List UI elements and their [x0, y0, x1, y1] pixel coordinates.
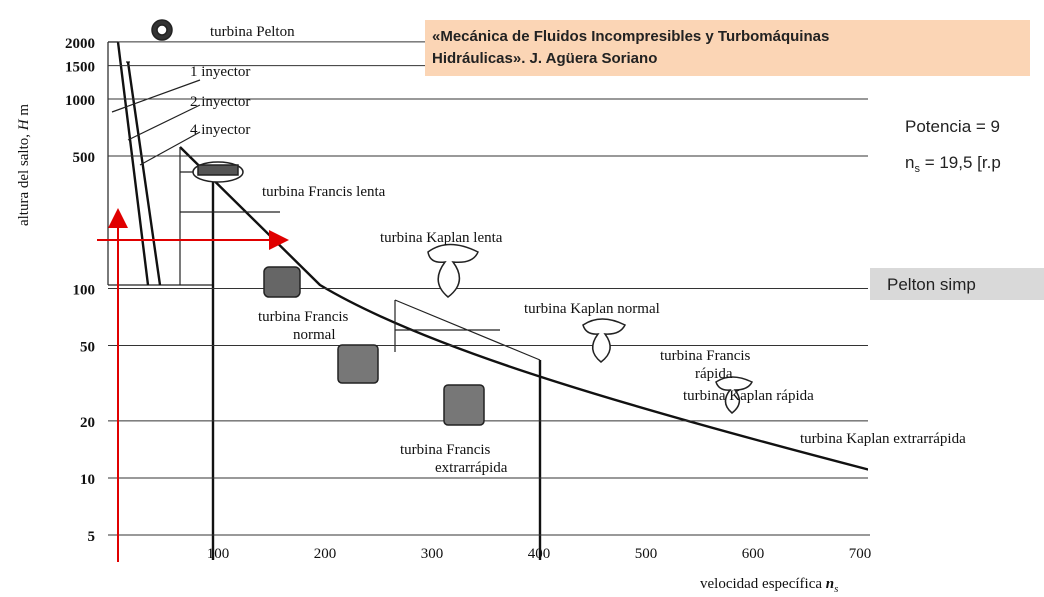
y-unit: m: [16, 104, 32, 116]
y-tick-label: 1000: [65, 93, 95, 109]
y-tick-label: 50: [80, 340, 95, 356]
x-sub: s: [834, 583, 838, 595]
turbine-label: 1 inyector: [190, 64, 250, 80]
power-text: Potencia = 9: [905, 117, 1000, 136]
diagram-lines: [108, 42, 870, 560]
header-title: «Mecánica de Fluidos Incompresibles y Tu…: [432, 28, 829, 45]
turbine-label: 2 inyector: [190, 94, 250, 110]
turbine-label: turbina Francis: [660, 348, 751, 364]
y-tick-label: 2000: [65, 36, 95, 52]
y-label: altura del salto,: [16, 134, 32, 226]
x-tick-label: 700: [849, 546, 872, 562]
result-text: Pelton simp: [887, 275, 976, 294]
y-tick-label: 1500: [65, 60, 95, 76]
header-title: Hidráulicas». J. Agüera Soriano: [432, 50, 657, 67]
x-tick-label: 500: [635, 546, 658, 562]
y-tick-label: 100: [73, 282, 96, 298]
turbine-label: turbina Francis: [258, 309, 349, 325]
y-tick-label: 20: [80, 415, 95, 431]
x-tick-label: 200: [314, 546, 337, 562]
turbine-label: turbina Kaplan lenta: [380, 230, 503, 246]
x-label: velocidad específica: [700, 576, 822, 592]
turbine-label: turbina Francis: [400, 442, 491, 458]
x-tick-label: 100: [207, 546, 230, 562]
y-symbol: H: [16, 118, 32, 131]
y-axis-title: altura del salto, H m: [16, 104, 32, 226]
y-tick-label: 5: [88, 529, 96, 545]
turbine-label: turbina Pelton: [210, 24, 295, 40]
turbine-label: turbina Kaplan extrarrápida: [800, 431, 966, 447]
ns-symbol: n: [905, 153, 914, 172]
turbine-label: normal: [293, 327, 336, 343]
x-tick-label: 600: [742, 546, 765, 562]
ns-text: ns = 19,5 [r.p: [905, 153, 1001, 175]
turbine-label: turbina Francis lenta: [262, 184, 386, 200]
x-tick-label: 400: [528, 546, 551, 562]
x-symbol: n: [826, 576, 834, 592]
y-tick-label: 10: [80, 472, 95, 488]
turbine-label: 4 inyector: [190, 122, 250, 138]
turbine-label: extrarrápida: [435, 460, 508, 476]
ns-value: = 19,5 [r.p: [920, 153, 1001, 172]
turbine-label: turbina Kaplan normal: [524, 301, 660, 317]
y-tick-label: 500: [73, 150, 96, 166]
turbine-icons: [152, 20, 904, 479]
turbine-chart: «Mecánica de Fluidos Incompresibles y Tu…: [0, 0, 1044, 597]
turbine-label: rápida: [695, 366, 733, 382]
x-axis-title: velocidad específica ns: [700, 576, 838, 595]
turbine-label: turbina Kaplan rápida: [683, 388, 814, 404]
x-tick-label: 300: [421, 546, 444, 562]
